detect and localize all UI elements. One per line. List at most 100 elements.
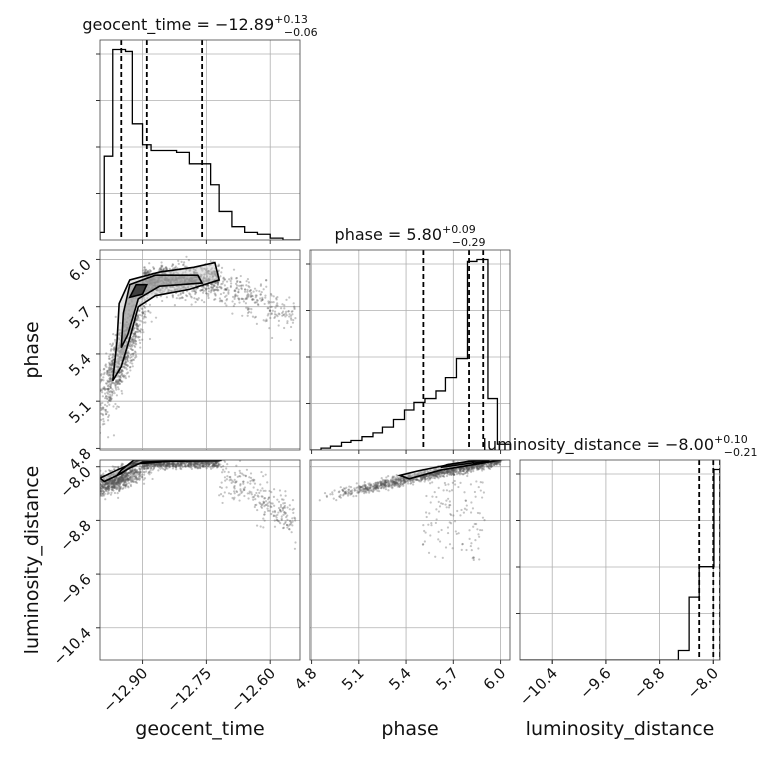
sample-point bbox=[130, 355, 133, 359]
sample-point bbox=[91, 490, 93, 492]
sample-point bbox=[108, 483, 111, 486]
sample-point bbox=[114, 466, 118, 469]
sample-point bbox=[132, 358, 136, 361]
sample-point bbox=[164, 463, 167, 466]
sample-point bbox=[116, 482, 119, 486]
sample-point bbox=[480, 464, 484, 467]
sample-point bbox=[206, 461, 209, 465]
sample-point bbox=[165, 266, 168, 269]
sample-point bbox=[225, 288, 228, 291]
contour-middle bbox=[116, 460, 186, 477]
sample-point bbox=[131, 352, 134, 356]
sample-point bbox=[481, 465, 484, 468]
sample-point bbox=[92, 417, 94, 419]
sample-point bbox=[179, 467, 182, 470]
sample-point bbox=[498, 461, 501, 464]
sample-point bbox=[87, 487, 89, 489]
sample-point bbox=[214, 464, 217, 467]
sample-point bbox=[448, 470, 451, 473]
sample-point bbox=[110, 382, 114, 385]
sample-point bbox=[135, 476, 138, 479]
sample-point bbox=[105, 483, 108, 486]
sample-point bbox=[338, 495, 341, 498]
sample-point bbox=[400, 483, 403, 486]
sample-point bbox=[138, 313, 142, 317]
sample-point bbox=[362, 487, 365, 491]
sample-point bbox=[111, 482, 114, 485]
sample-point bbox=[204, 461, 207, 464]
sample-point bbox=[100, 412, 103, 415]
sample-point bbox=[224, 288, 227, 291]
sample-point bbox=[189, 461, 192, 465]
sample-point bbox=[260, 291, 263, 294]
sample-point bbox=[188, 463, 191, 466]
sample-point bbox=[235, 287, 238, 290]
sample-point bbox=[409, 479, 412, 483]
sample-point bbox=[147, 467, 150, 470]
sample-point bbox=[250, 493, 253, 496]
sample-point bbox=[280, 510, 283, 513]
sample-point bbox=[400, 479, 403, 482]
sample-point bbox=[125, 478, 129, 481]
sample-point bbox=[452, 473, 455, 476]
sample-point bbox=[108, 481, 112, 484]
sample-point bbox=[222, 291, 225, 294]
sample-point bbox=[345, 486, 348, 489]
sample-point bbox=[288, 508, 291, 511]
sample-point bbox=[254, 301, 257, 304]
sample-point bbox=[160, 464, 163, 467]
sample-point bbox=[104, 482, 107, 485]
sample-point bbox=[495, 461, 498, 464]
sample-point bbox=[103, 388, 107, 391]
sample-point bbox=[201, 288, 204, 291]
sample-point bbox=[249, 479, 252, 483]
sample-point bbox=[266, 507, 269, 510]
sample-point bbox=[395, 482, 398, 485]
sample-point bbox=[124, 476, 127, 479]
sample-point bbox=[445, 471, 449, 475]
sample-point bbox=[87, 496, 89, 498]
sample-point bbox=[269, 305, 272, 309]
sample-point bbox=[109, 368, 112, 371]
sample-point bbox=[111, 359, 115, 363]
sample-point bbox=[444, 471, 447, 475]
sample-point bbox=[377, 487, 380, 490]
sample-point bbox=[449, 471, 452, 474]
sample-point bbox=[162, 467, 165, 471]
sample-point bbox=[214, 288, 217, 291]
sample-point bbox=[257, 303, 260, 307]
sample-point bbox=[160, 463, 163, 466]
sample-point bbox=[147, 310, 150, 313]
sample-point bbox=[96, 429, 98, 431]
sample-point bbox=[342, 493, 345, 496]
sample-point bbox=[128, 472, 131, 475]
sample-point bbox=[496, 461, 499, 464]
sample-point bbox=[161, 462, 164, 465]
sample-point bbox=[115, 388, 118, 391]
sample-point bbox=[289, 520, 292, 523]
sample-point bbox=[273, 316, 276, 320]
sample-point bbox=[113, 484, 116, 487]
sample-point bbox=[441, 471, 444, 474]
sample-point bbox=[167, 462, 171, 466]
sample-point bbox=[131, 471, 134, 475]
sample-point bbox=[227, 289, 230, 292]
sample-point bbox=[126, 364, 129, 367]
sample-point bbox=[216, 282, 219, 285]
sample-point bbox=[102, 387, 105, 391]
sample-point bbox=[188, 292, 191, 295]
sample-point bbox=[212, 462, 215, 465]
sample-point bbox=[201, 464, 204, 467]
sample-point bbox=[115, 482, 118, 485]
sample-point bbox=[110, 488, 113, 491]
sample-point bbox=[137, 309, 141, 312]
sample-point bbox=[492, 463, 496, 467]
sample-point bbox=[210, 462, 213, 465]
sample-point bbox=[259, 284, 262, 287]
sample-point bbox=[383, 480, 386, 483]
sample-point bbox=[439, 470, 442, 473]
sample-point bbox=[102, 376, 105, 379]
sample-point bbox=[382, 484, 385, 487]
sample-point bbox=[106, 487, 109, 490]
sample-point bbox=[387, 480, 390, 483]
